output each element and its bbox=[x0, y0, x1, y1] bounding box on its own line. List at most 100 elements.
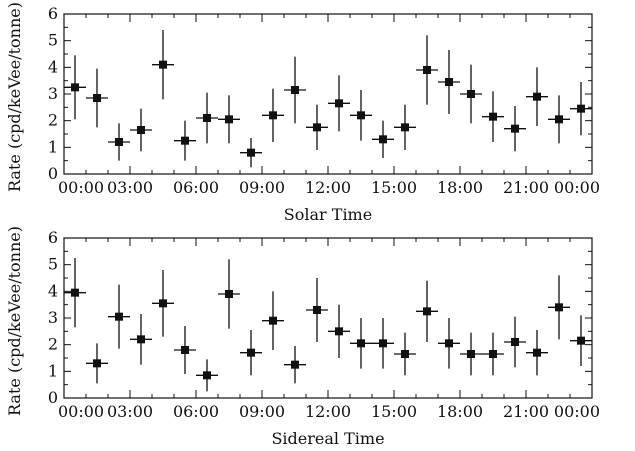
solar-x-tick-label: 06:00 bbox=[173, 178, 219, 197]
sidereal-data-point bbox=[438, 318, 460, 369]
solar-marker bbox=[247, 148, 255, 157]
solar-x-tick-label: 21:00 bbox=[503, 178, 549, 197]
solar-data-point bbox=[548, 95, 570, 144]
solar-y-tick-label: 2 bbox=[48, 111, 58, 130]
solar-data-point bbox=[394, 104, 416, 150]
solar-data-point bbox=[416, 35, 438, 105]
sidereal-marker bbox=[159, 299, 167, 308]
sidereal-data-point bbox=[526, 330, 548, 376]
solar-data-point bbox=[372, 120, 394, 158]
solar-marker bbox=[489, 112, 497, 121]
sidereal-data-point bbox=[174, 326, 196, 374]
sidereal-y-axis-title: Rate (cpd/keVee/tonne) bbox=[5, 226, 24, 416]
solar-x-tick-label: 15:00 bbox=[371, 178, 417, 197]
sidereal-y-tick-label: 2 bbox=[48, 335, 58, 354]
sidereal-y-tick-label: 6 bbox=[48, 228, 58, 247]
sidereal-y-tick-label: 5 bbox=[48, 255, 58, 274]
solar-x-tick-label: 00:00 bbox=[58, 178, 104, 197]
solar-marker bbox=[137, 126, 145, 134]
sidereal-marker bbox=[577, 336, 585, 345]
sidereal-y-tick-label: 4 bbox=[48, 281, 58, 300]
sidereal-marker bbox=[203, 371, 211, 380]
sidereal-data-point bbox=[64, 258, 86, 328]
solar-data-point bbox=[284, 56, 306, 124]
solar-marker bbox=[467, 90, 475, 98]
sidereal-marker bbox=[71, 288, 79, 297]
sidereal-marker bbox=[445, 339, 453, 348]
solar-marker bbox=[291, 86, 299, 94]
sidereal-marker bbox=[401, 350, 409, 358]
solar-data-point bbox=[196, 92, 218, 144]
solar-data-point bbox=[86, 68, 108, 128]
solar-marker bbox=[159, 60, 167, 69]
solar-data-point bbox=[570, 82, 592, 136]
sidereal-plot-frame bbox=[63, 237, 593, 399]
solar-plot-frame bbox=[63, 13, 593, 175]
solar-data-point bbox=[262, 88, 284, 142]
sidereal-data-point bbox=[240, 330, 262, 376]
sidereal-y-tick-label: 1 bbox=[48, 361, 58, 380]
sidereal-data-point bbox=[328, 304, 350, 358]
solar-x-tick-label: 09:00 bbox=[239, 178, 285, 197]
solar-marker bbox=[533, 92, 541, 101]
sidereal-data-point bbox=[460, 332, 482, 376]
solar-data-point bbox=[526, 67, 548, 126]
solar-marker bbox=[357, 111, 365, 120]
sidereal-data-point bbox=[306, 278, 328, 342]
solar-data-point bbox=[152, 30, 174, 100]
sidereal-y-tick-label: 3 bbox=[48, 308, 58, 327]
solar-marker bbox=[379, 135, 387, 144]
solar-data-point bbox=[350, 90, 372, 141]
sidereal-marker bbox=[313, 306, 321, 314]
solar-data-point bbox=[328, 75, 350, 132]
solar-marker bbox=[313, 123, 321, 132]
sidereal-x-tick-label: 18:00 bbox=[437, 402, 483, 421]
sidereal-x-tick-label: 03:00 bbox=[107, 402, 153, 421]
solar-x-tick-label: 18:00 bbox=[437, 178, 483, 197]
sidereal-x-axis-title: Sidereal Time bbox=[271, 429, 384, 448]
sidereal-x-tick-label: 06:00 bbox=[173, 402, 219, 421]
solar-y-tick-label: 3 bbox=[48, 84, 58, 103]
solar-x-tick-label: 12:00 bbox=[305, 178, 351, 197]
solar-y-axis-title: Rate (cpd/keVee/tonne) bbox=[5, 2, 24, 192]
solar-marker bbox=[335, 99, 343, 108]
solar-marker bbox=[93, 94, 101, 102]
solar-marker bbox=[423, 66, 431, 74]
sidereal-data-point bbox=[372, 318, 394, 369]
sidereal-x-tick-label: 00:00 bbox=[58, 402, 104, 421]
sidereal-marker bbox=[489, 350, 497, 358]
sidereal-data-point bbox=[284, 346, 306, 384]
sidereal-marker bbox=[269, 316, 277, 325]
sidereal-marker bbox=[115, 312, 123, 321]
sidereal-data-point bbox=[570, 315, 592, 366]
sidereal-marker bbox=[291, 360, 299, 369]
sidereal-y-tick-label: 0 bbox=[48, 388, 58, 407]
sidereal-data-point bbox=[130, 314, 152, 365]
sidereal-data-point bbox=[482, 332, 504, 376]
sidereal-x-tick-label: 12:00 bbox=[305, 402, 351, 421]
sidereal-data-point bbox=[152, 270, 174, 337]
sidereal-marker bbox=[225, 290, 233, 298]
solar-marker bbox=[181, 136, 189, 145]
sidereal-data-point bbox=[416, 280, 438, 342]
solar-marker bbox=[577, 104, 585, 113]
sidereal-marker bbox=[555, 303, 563, 312]
solar-y-tick-label: 6 bbox=[48, 4, 58, 23]
solar-y-tick-label: 0 bbox=[48, 164, 58, 183]
sidereal-x-tick-label: 15:00 bbox=[371, 402, 417, 421]
solar-data-point bbox=[482, 91, 504, 142]
sidereal-marker bbox=[93, 359, 101, 368]
solar-marker bbox=[511, 124, 519, 133]
solar-data-point bbox=[130, 108, 152, 152]
sidereal-data-point bbox=[350, 318, 372, 369]
solar-data-point bbox=[460, 64, 482, 124]
solar-data-point bbox=[306, 104, 328, 150]
sidereal-marker bbox=[379, 339, 387, 348]
solar-data-point bbox=[108, 123, 130, 161]
solar-marker bbox=[225, 115, 233, 124]
solar-data-point bbox=[240, 138, 262, 168]
